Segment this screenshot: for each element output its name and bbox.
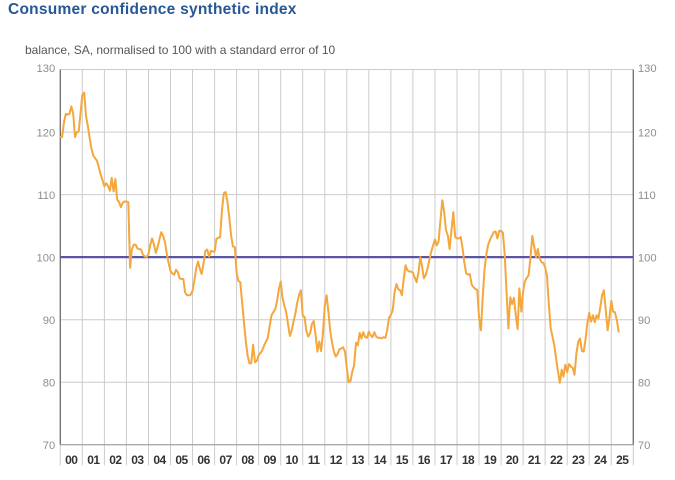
svg-text:12: 12: [330, 453, 343, 467]
svg-text:130: 130: [638, 63, 657, 75]
svg-text:100: 100: [638, 253, 657, 265]
svg-text:04: 04: [153, 453, 166, 467]
svg-text:20: 20: [506, 453, 519, 467]
svg-text:21: 21: [528, 453, 541, 467]
svg-text:23: 23: [572, 453, 585, 467]
svg-text:02: 02: [109, 453, 122, 467]
svg-text:19: 19: [484, 453, 497, 467]
svg-text:00: 00: [65, 453, 78, 467]
svg-text:09: 09: [264, 453, 277, 467]
svg-text:80: 80: [43, 378, 55, 390]
svg-text:90: 90: [43, 315, 55, 327]
svg-text:11: 11: [308, 453, 321, 467]
svg-text:10: 10: [286, 453, 299, 467]
svg-text:06: 06: [197, 453, 210, 467]
svg-text:15: 15: [396, 453, 409, 467]
svg-text:08: 08: [241, 453, 254, 467]
svg-text:120: 120: [37, 128, 56, 140]
svg-text:120: 120: [638, 128, 657, 140]
svg-text:25: 25: [616, 453, 629, 467]
svg-text:22: 22: [550, 453, 563, 467]
svg-text:70: 70: [43, 440, 55, 452]
svg-text:13: 13: [352, 453, 365, 467]
svg-text:03: 03: [131, 453, 144, 467]
svg-text:05: 05: [175, 453, 188, 467]
svg-text:90: 90: [638, 315, 650, 327]
svg-text:110: 110: [37, 190, 55, 202]
svg-text:24: 24: [594, 453, 607, 467]
svg-text:07: 07: [219, 453, 232, 467]
svg-text:14: 14: [374, 453, 387, 467]
svg-text:130: 130: [37, 63, 56, 75]
svg-text:70: 70: [638, 440, 650, 452]
svg-text:18: 18: [462, 453, 475, 467]
svg-text:16: 16: [418, 453, 431, 467]
svg-text:80: 80: [638, 378, 650, 390]
svg-text:100: 100: [37, 253, 56, 265]
svg-text:01: 01: [87, 453, 100, 467]
svg-text:110: 110: [638, 190, 656, 202]
svg-text:17: 17: [440, 453, 453, 467]
